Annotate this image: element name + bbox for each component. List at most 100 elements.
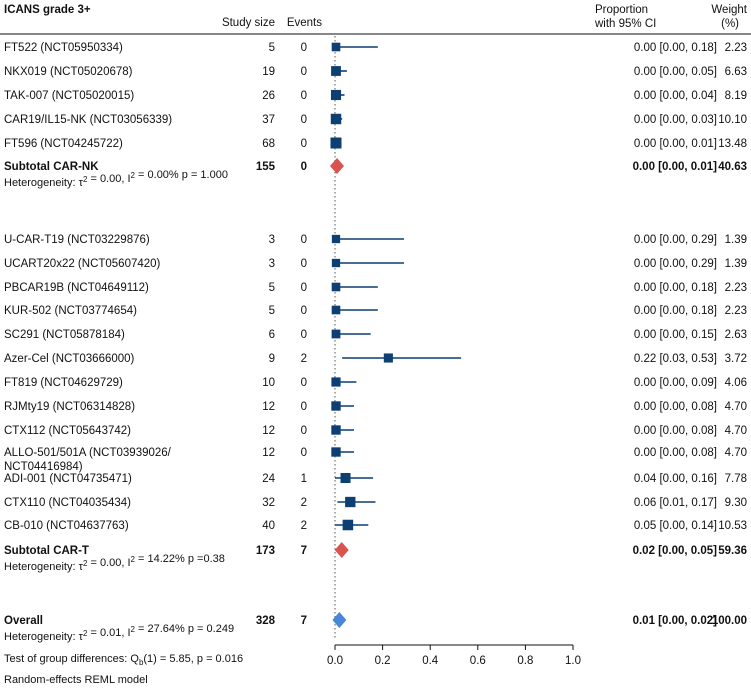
study-ci-text: 0.00 [0.00, 0.08] [634, 401, 717, 413]
x-tick-label: 1.0 [565, 655, 581, 667]
study-events: 0 [301, 90, 307, 102]
study-size: 32 [262, 497, 275, 509]
study-events: 0 [301, 329, 307, 341]
study-events: 2 [301, 497, 307, 509]
study-ci-text: 0.00 [0.00, 0.15] [634, 329, 717, 341]
header-ci: with 95% CI [594, 18, 656, 30]
study-weight: 2.63 [725, 329, 747, 341]
study-size: 19 [262, 66, 275, 78]
study-marker [331, 42, 341, 52]
study-events: 0 [301, 234, 307, 246]
overall-label: Overall [4, 615, 43, 627]
study-weight: 6.63 [725, 66, 747, 78]
study-marker [383, 353, 393, 363]
study-events: 2 [301, 520, 307, 532]
subtotal-diamond [330, 158, 344, 174]
overall-events: 7 [301, 615, 307, 627]
study-size: 24 [262, 473, 275, 485]
study-label: ADI-001 (NCT04735471) [4, 473, 132, 485]
subtotal-size: 173 [256, 545, 275, 557]
study-label: RJMty19 (NCT06314828) [4, 401, 135, 413]
study-label: NKX019 (NCT05020678) [4, 66, 133, 78]
chart-title: ICANS grade 3+ [4, 4, 91, 16]
study-marker [345, 496, 356, 508]
study-weight: 4.06 [725, 377, 747, 389]
group-heterogeneity: Heterogeneity: τ2 = 0.00, I2 = 14.22% p … [4, 553, 225, 573]
study-marker [330, 113, 342, 125]
study-label: KUR-502 (NCT03774654) [4, 305, 137, 317]
study-label: CTX110 (NCT04035434) [4, 497, 131, 509]
study-label: CTX112 (NCT05643742) [4, 425, 131, 437]
study-events: 0 [301, 377, 307, 389]
study-weight: 7.78 [725, 473, 747, 485]
study-label: FT522 (NCT05950334) [4, 42, 123, 54]
study-weight: 1.39 [725, 234, 747, 246]
study-marker [331, 258, 341, 268]
study-weight: 4.70 [725, 447, 747, 459]
study-size: 12 [262, 425, 275, 437]
study-weight: 2.23 [725, 282, 747, 294]
study-label: FT819 (NCT04629729) [4, 377, 123, 389]
study-weight: 10.53 [718, 520, 747, 532]
study-label: SC291 (NCT05878184) [4, 329, 125, 341]
study-size: 68 [262, 138, 275, 150]
study-ci-text: 0.00 [0.00, 0.18] [634, 42, 717, 54]
study-size: 37 [262, 114, 275, 126]
study-events: 0 [301, 425, 307, 437]
study-weight: 2.23 [725, 42, 747, 54]
group-difference-test: Test of group differences: Qb(1) = 5.85,… [4, 653, 243, 667]
study-size: 5 [269, 282, 275, 294]
study-events: 0 [301, 447, 307, 459]
overall-heterogeneity: Heterogeneity: τ2 = 0.01, I2 = 27.64% p … [4, 623, 234, 643]
study-label: ALLO-501/501A (NCT03939026/ [4, 447, 172, 459]
study-events: 0 [301, 258, 307, 270]
study-events: 0 [301, 138, 307, 150]
study-size: 12 [262, 401, 275, 413]
study-label: FT596 (NCT04245722) [4, 138, 123, 150]
study-weight: 9.30 [725, 497, 747, 509]
study-marker [331, 329, 341, 339]
study-events: 0 [301, 114, 307, 126]
x-tick-label: 0.2 [375, 655, 391, 667]
x-tick-label: 0.0 [327, 655, 343, 667]
study-label: U-CAR-T19 (NCT03229876) [4, 234, 150, 246]
study-marker [331, 66, 341, 76]
x-tick-label: 0.6 [470, 655, 486, 667]
study-size: 40 [262, 520, 275, 532]
overall-size: 328 [256, 615, 276, 627]
study-ci-text: 0.00 [0.00, 0.29] [634, 234, 717, 246]
study-weight: 8.19 [725, 90, 747, 102]
study-events: 0 [301, 66, 307, 78]
study-marker [342, 519, 354, 531]
x-tick-label: 0.4 [422, 655, 439, 667]
study-label: CB-010 (NCT04637763) [4, 520, 129, 532]
header-weight: Weight [711, 4, 747, 16]
study-label: PBCAR19B (NCT04649112) [4, 282, 149, 294]
study-weight: 3.72 [725, 353, 747, 365]
study-ci-text: 0.04 [0.00, 0.16] [634, 473, 717, 485]
study-marker [330, 137, 342, 149]
study-ci-text: 0.00 [0.00, 0.01] [634, 138, 717, 150]
study-ci-text: 0.00 [0.00, 0.03] [634, 114, 717, 126]
study-ci-text: 0.00 [0.00, 0.04] [634, 90, 717, 102]
study-ci-text: 0.00 [0.00, 0.05] [634, 66, 717, 78]
subtotal-events: 7 [301, 545, 307, 557]
study-marker [340, 472, 351, 484]
study-size: 10 [262, 377, 275, 389]
study-label: UCART20x22 (NCT05607420) [4, 258, 161, 270]
study-weight: 4.70 [725, 401, 747, 413]
study-size: 26 [262, 90, 275, 102]
study-weight: 2.23 [725, 305, 747, 317]
study-marker [330, 89, 342, 101]
subtotal-events: 0 [301, 161, 307, 173]
group-heterogeneity: Heterogeneity: τ2 = 0.00, I2 = 0.00% p =… [4, 169, 228, 189]
study-weight: 4.70 [725, 425, 747, 437]
subtotal-ci-text: 0.00 [0.00, 0.01] [633, 161, 718, 173]
study-weight: 10.10 [718, 114, 747, 126]
study-label: CAR19/IL15-NK (NCT03056339) [4, 114, 172, 126]
subtotal-weight: 40.63 [718, 161, 747, 173]
study-ci-text: 0.00 [0.00, 0.29] [634, 258, 717, 270]
study-size: 3 [269, 258, 275, 270]
overall-weight: 100.00 [712, 615, 747, 627]
